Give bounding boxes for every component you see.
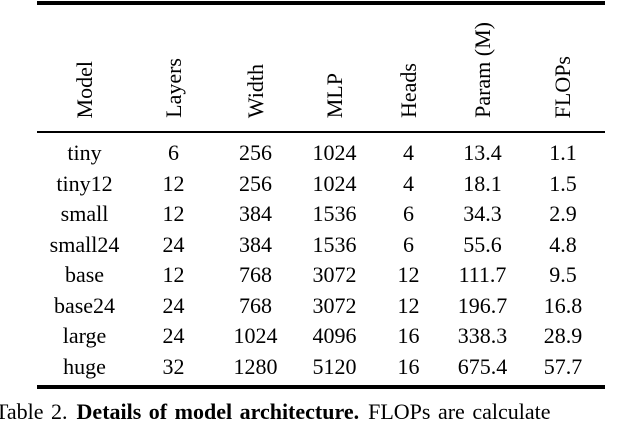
model-name-cell: huge: [63, 353, 106, 379]
value-cell: 34.3: [463, 201, 502, 227]
value-cell: 6: [403, 231, 414, 257]
value-cell: 1.1: [549, 140, 577, 166]
value-cell: 24: [162, 292, 185, 318]
table-header-row: Model Layers Width MLP Heads Param (M) FLOPs: [37, 5, 605, 131]
model-name-cell: base: [64, 262, 105, 288]
table-row: tiny 6 256 1024 4 13.4 1.1: [37, 138, 605, 169]
model-name-cell: base24: [53, 292, 116, 318]
model-name-cell: small: [60, 201, 109, 227]
value-cell: 6: [403, 201, 414, 227]
value-cell: 16: [397, 353, 420, 379]
value-cell: 196.7: [457, 292, 508, 318]
value-cell: 13.4: [463, 140, 502, 166]
value-cell: 4096: [312, 323, 357, 349]
value-cell: 12: [397, 262, 420, 288]
value-cell: 32: [162, 353, 185, 379]
table-bottom-rule: [37, 385, 605, 389]
table-row: small 12 384 1536 6 34.3 2.9: [37, 199, 605, 230]
caption-text: FLOPs are calculate: [368, 399, 551, 424]
value-cell: 1536: [312, 201, 357, 227]
model-name-cell: tiny12: [56, 170, 113, 196]
column-header-model: Model: [37, 5, 132, 131]
table-caption: Table 2. Details of model architecture. FL…: [0, 399, 640, 425]
caption-title: Details of model architecture.: [76, 399, 360, 424]
value-cell: 24: [162, 231, 185, 257]
value-cell: 16: [397, 323, 420, 349]
value-cell: 57.7: [543, 353, 583, 379]
value-cell: 384: [239, 201, 272, 227]
table-top-rule: [37, 1, 605, 5]
value-cell: 12: [162, 170, 185, 196]
value-cell: 55.6: [463, 231, 502, 257]
value-cell: 9.5: [549, 262, 577, 288]
value-cell: 4: [403, 170, 414, 196]
value-cell: 1024: [312, 140, 357, 166]
column-header-flops: FLOPs: [521, 5, 605, 131]
table-row: base 12 768 3072 12 111.7 9.5: [37, 260, 605, 291]
caption-label: Table 2.: [0, 399, 68, 424]
value-cell: 6: [168, 140, 179, 166]
column-header-label: Param (M): [469, 22, 495, 118]
column-header-label: FLOPs: [550, 55, 576, 118]
value-cell: 12: [162, 201, 185, 227]
value-cell: 1024: [312, 170, 357, 196]
value-cell: 111.7: [458, 262, 507, 288]
value-cell: 1280: [233, 353, 278, 379]
value-cell: 384: [239, 231, 272, 257]
value-cell: 28.9: [543, 323, 583, 349]
model-name-cell: large: [62, 323, 107, 349]
value-cell: 768: [239, 292, 272, 318]
column-header-label: Model: [71, 60, 97, 118]
column-header-mlp: MLP: [296, 5, 373, 131]
value-cell: 4.8: [549, 231, 577, 257]
value-cell: 24: [162, 323, 185, 349]
value-cell: 1.5: [549, 170, 577, 196]
table-row: base24 24 768 3072 12 196.7 16.8: [37, 291, 605, 322]
value-cell: 1024: [233, 323, 278, 349]
value-cell: 2.9: [549, 201, 577, 227]
value-cell: 16.8: [543, 292, 583, 318]
value-cell: 338.3: [457, 323, 508, 349]
column-header-label: Heads: [395, 63, 421, 118]
value-cell: 675.4: [457, 353, 508, 379]
model-name-cell: small24: [49, 231, 120, 257]
column-header-heads: Heads: [373, 5, 444, 131]
value-cell: 4: [403, 140, 414, 166]
table-header-rule: [37, 131, 605, 133]
table-row: huge 32 1280 5120 16 675.4 57.7: [37, 352, 605, 383]
table-body: tiny 6 256 1024 4 13.4 1.1 tiny12 12 256 1024 4 18.1…: [37, 133, 605, 382]
architecture-table: Model Layers Width MLP Heads Param (M) FLOPs t…: [37, 1, 605, 389]
column-header-label: Width: [242, 63, 268, 118]
column-header-param-m: Param (M): [444, 5, 521, 131]
table-row: large 24 1024 4096 16 338.3 28.9: [37, 321, 605, 352]
value-cell: 3072: [312, 262, 357, 288]
column-header-label: MLP: [321, 72, 347, 118]
value-cell: 256: [239, 140, 272, 166]
column-header-label: Layers: [160, 58, 186, 118]
value-cell: 768: [239, 262, 272, 288]
model-name-cell: tiny: [67, 140, 102, 166]
value-cell: 5120: [312, 353, 357, 379]
column-header-width: Width: [215, 5, 296, 131]
table-row: small24 24 384 1536 6 55.6 4.8: [37, 230, 605, 261]
value-cell: 12: [397, 292, 420, 318]
column-header-layers: Layers: [132, 5, 215, 131]
value-cell: 12: [162, 262, 185, 288]
table-row: tiny12 12 256 1024 4 18.1 1.5: [37, 169, 605, 200]
value-cell: 256: [239, 170, 272, 196]
value-cell: 3072: [312, 292, 357, 318]
value-cell: 1536: [312, 231, 357, 257]
value-cell: 18.1: [463, 170, 502, 196]
